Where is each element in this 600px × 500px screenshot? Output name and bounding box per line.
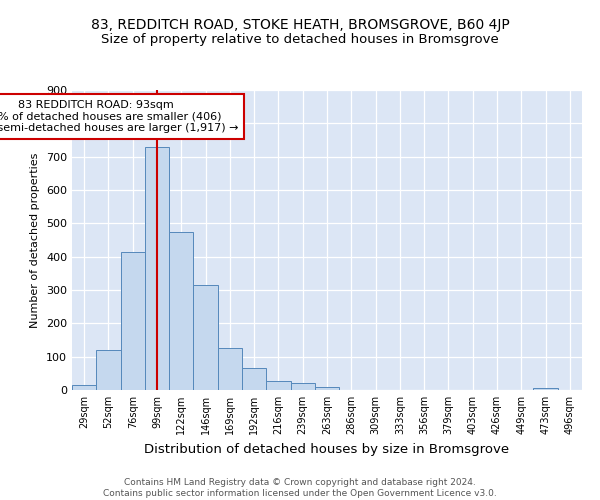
Bar — [290, 384, 315, 390]
Text: 83 REDDITCH ROAD: 93sqm
← 17% of detached houses are smaller (406)
83% of semi-d: 83 REDDITCH ROAD: 93sqm ← 17% of detache… — [0, 100, 238, 133]
Bar — [169, 232, 193, 390]
X-axis label: Distribution of detached houses by size in Bromsgrove: Distribution of detached houses by size … — [145, 442, 509, 456]
Bar — [145, 146, 169, 390]
Bar — [266, 380, 290, 390]
Bar — [72, 385, 96, 390]
Bar — [218, 348, 242, 390]
Bar — [121, 252, 145, 390]
Bar — [242, 368, 266, 390]
Bar — [193, 285, 218, 390]
Text: 83, REDDITCH ROAD, STOKE HEATH, BROMSGROVE, B60 4JP: 83, REDDITCH ROAD, STOKE HEATH, BROMSGRO… — [91, 18, 509, 32]
Bar — [315, 388, 339, 390]
Bar — [96, 350, 121, 390]
Bar — [533, 388, 558, 390]
Text: Contains HM Land Registry data © Crown copyright and database right 2024.
Contai: Contains HM Land Registry data © Crown c… — [103, 478, 497, 498]
Text: Size of property relative to detached houses in Bromsgrove: Size of property relative to detached ho… — [101, 32, 499, 46]
Y-axis label: Number of detached properties: Number of detached properties — [31, 152, 40, 328]
